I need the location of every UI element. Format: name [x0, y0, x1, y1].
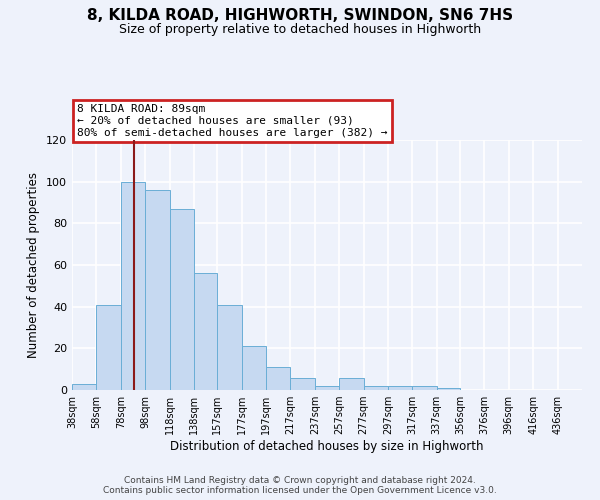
- Bar: [121, 182, 145, 390]
- Bar: [170, 209, 194, 390]
- Bar: [290, 378, 315, 390]
- Text: 8, KILDA ROAD, HIGHWORTH, SWINDON, SN6 7HS: 8, KILDA ROAD, HIGHWORTH, SWINDON, SN6 7…: [87, 8, 513, 22]
- Bar: [364, 386, 388, 390]
- Bar: [339, 378, 364, 390]
- Bar: [412, 386, 437, 390]
- Bar: [437, 388, 460, 390]
- Bar: [266, 367, 290, 390]
- Y-axis label: Number of detached properties: Number of detached properties: [28, 172, 40, 358]
- X-axis label: Distribution of detached houses by size in Highworth: Distribution of detached houses by size …: [170, 440, 484, 453]
- Bar: [315, 386, 339, 390]
- Text: 8 KILDA ROAD: 89sqm
← 20% of detached houses are smaller (93)
80% of semi-detach: 8 KILDA ROAD: 89sqm ← 20% of detached ho…: [77, 104, 388, 138]
- Bar: [72, 384, 97, 390]
- Bar: [242, 346, 266, 390]
- Bar: [388, 386, 412, 390]
- Text: Size of property relative to detached houses in Highworth: Size of property relative to detached ho…: [119, 22, 481, 36]
- Bar: [217, 304, 242, 390]
- Bar: [145, 190, 170, 390]
- Text: Contains HM Land Registry data © Crown copyright and database right 2024.
Contai: Contains HM Land Registry data © Crown c…: [103, 476, 497, 495]
- Bar: [97, 304, 121, 390]
- Bar: [194, 274, 217, 390]
